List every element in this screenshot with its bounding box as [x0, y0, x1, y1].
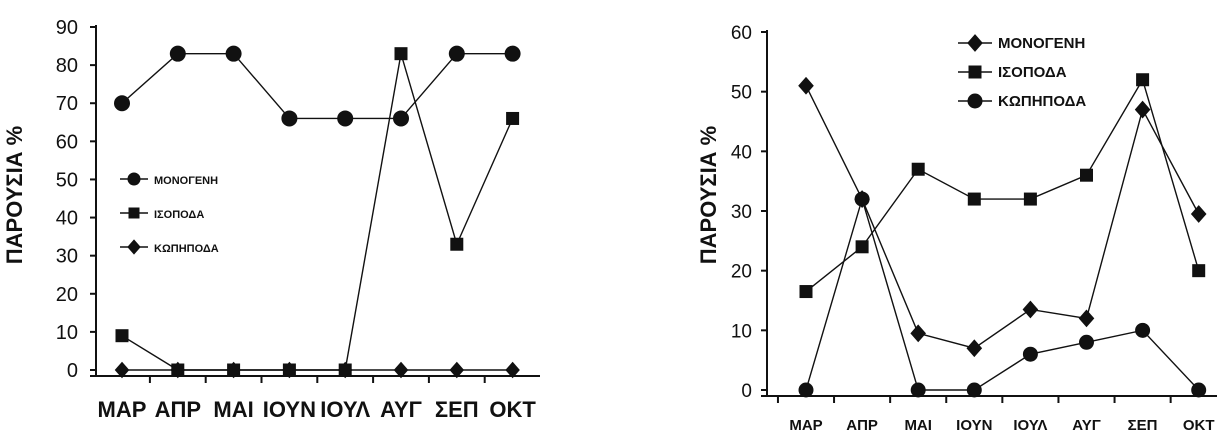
- data-point: [451, 238, 463, 250]
- legend: ΜΟΝΟΓΕΝΗ ΙΣΟΠΟΔΑ ΚΩΠΗΠΟΔΑ: [958, 35, 1086, 110]
- legend: ΜΟΝΟΓΕΝΗ ΙΣΟΠΟΔΑ ΚΩΠΗΠΟΔΑ: [120, 173, 219, 255]
- data-point: [1193, 265, 1205, 277]
- data-point: [1192, 206, 1206, 222]
- data-point: [1023, 347, 1037, 361]
- data-point: [449, 46, 464, 61]
- data-point: [1079, 310, 1093, 326]
- legend-label: ΙΣΟΠΟΔΑ: [154, 209, 204, 221]
- y-tick-label: 60: [56, 131, 78, 153]
- y-tick-label: 30: [56, 246, 78, 268]
- series-line: [122, 54, 513, 119]
- legend-marker: [969, 66, 981, 78]
- x-tick-label: ΣΕΠ: [435, 397, 479, 422]
- data-point: [911, 325, 925, 341]
- y-tick-label: 50: [731, 83, 752, 104]
- legend-marker: [129, 208, 139, 218]
- data-point: [505, 46, 520, 61]
- data-point: [338, 111, 353, 126]
- series-3: [799, 192, 1206, 397]
- data-point: [800, 286, 812, 298]
- data-point: [282, 111, 297, 126]
- y-tick-label: 30: [731, 202, 752, 223]
- data-point: [170, 46, 185, 61]
- x-tick-label: ΜΑΙ: [213, 397, 253, 422]
- legend-label: ΙΣΟΠΟΔΑ: [998, 64, 1067, 81]
- x-tick-label: ΣΕΠ: [1128, 417, 1158, 432]
- data-point: [1137, 74, 1149, 86]
- data-point: [507, 112, 519, 124]
- x-tick-label: ΟΚΤ: [1183, 417, 1215, 432]
- data-point: [856, 241, 868, 253]
- chart-2: 0 10 20 30 40 50 60 ΜΑΡ ΑΠΡ ΜΑΙ ΙΟΥΝ ΙΟΥΛ ΑΥΓ ΣΕΠ ΟΚΤ Π…: [696, 23, 1217, 432]
- legend-label: ΚΩΠΗΠΟΔΑ: [154, 243, 219, 255]
- x-tick-label: ΑΥΓ: [380, 397, 422, 422]
- data-point: [855, 192, 869, 206]
- y-tick-label: 20: [56, 284, 78, 306]
- data-point: [1023, 301, 1037, 317]
- data-point: [226, 46, 241, 61]
- data-point: [911, 383, 925, 397]
- y-tick-label: 80: [56, 55, 78, 77]
- legend-marker: [968, 35, 982, 51]
- data-point: [115, 96, 130, 111]
- data-point: [395, 48, 407, 60]
- legend-marker: [128, 240, 140, 254]
- legend-label: ΜΟΝΟΓΕΝΗ: [154, 175, 218, 187]
- y-tick-label: 70: [56, 93, 78, 115]
- y-tick-label: 10: [56, 322, 78, 344]
- data-point: [1080, 335, 1094, 349]
- y-tick-label: 40: [731, 142, 752, 163]
- x-tick-label: ΙΟΥΝ: [263, 397, 316, 422]
- x-tick-label: ΑΥΓ: [1072, 417, 1101, 432]
- data-point: [116, 330, 128, 342]
- data-point: [968, 193, 980, 205]
- y-tick-label: 10: [731, 321, 752, 342]
- x-tick-label: ΑΠΡ: [846, 417, 878, 432]
- data-point: [1192, 383, 1206, 397]
- x-tick-label: ΙΟΥΝ: [956, 417, 992, 432]
- data-point: [967, 383, 981, 397]
- series-line: [806, 86, 1199, 349]
- x-tick-label: ΜΑΡ: [789, 417, 822, 432]
- data-point: [1136, 323, 1150, 337]
- x-tick-label: ΙΟΥΛ: [1013, 417, 1047, 432]
- series-1: [799, 78, 1206, 357]
- y-tick-label: 90: [56, 17, 78, 39]
- y-tick-label: 50: [56, 169, 78, 191]
- data-point: [394, 111, 409, 126]
- legend-marker: [128, 173, 140, 185]
- x-tick-label: ΜΑΡ: [98, 397, 147, 422]
- data-point: [912, 163, 924, 175]
- y-tick-label: 0: [67, 360, 78, 382]
- y-tick-label: 20: [731, 262, 752, 283]
- x-tick-label: ΙΟΥΛ: [320, 397, 370, 422]
- y-tick-label: 60: [731, 23, 752, 44]
- series-1: [115, 46, 521, 126]
- data-point: [1135, 101, 1149, 117]
- x-tick-label: ΑΠΡ: [155, 397, 201, 422]
- legend-label: ΜΟΝΟΓΕΝΗ: [998, 35, 1085, 52]
- data-point: [1081, 169, 1093, 181]
- y-tick-label: 0: [741, 381, 752, 402]
- legend-marker: [968, 94, 982, 108]
- data-point: [967, 340, 981, 356]
- series-line: [806, 199, 1199, 390]
- y-axis-label: ΠΑΡΟΥΣΙΑ %: [2, 126, 27, 265]
- y-tick-label: 40: [56, 208, 78, 230]
- data-point: [799, 78, 813, 94]
- data-point: [1024, 193, 1036, 205]
- x-tick-label: ΜΑΙ: [904, 417, 932, 432]
- chart-1: 0 10 20 30 40 50 60 70 80 90 ΜΑΡ ΑΠΡ ΜΑΙ ΙΟΥΝ ΙΟΥΛ ΑΥΓ Σ…: [2, 17, 540, 422]
- legend-label: ΚΩΠΗΠΟΔΑ: [998, 93, 1086, 110]
- x-tick-label: ΟΚΤ: [489, 397, 536, 422]
- y-axis-label: ΠΑΡΟΥΣΙΑ %: [696, 126, 721, 265]
- data-point: [799, 383, 813, 397]
